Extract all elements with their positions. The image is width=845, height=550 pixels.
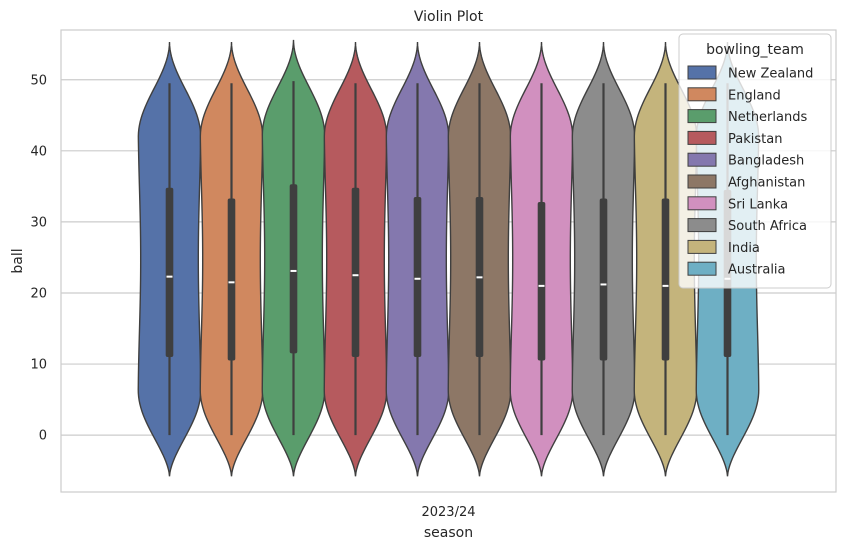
y-tick-label: 50 <box>30 73 47 88</box>
violin-new-zealand <box>137 42 202 477</box>
legend-item-label: Bangladesh <box>728 154 804 169</box>
legend-item-label: Sri Lanka <box>728 197 788 212</box>
legend-item-label: South Africa <box>728 219 807 234</box>
y-tick-label: 30 <box>30 215 47 230</box>
legend-swatch <box>687 174 717 189</box>
violin-iqr-box <box>165 187 174 357</box>
y-axis-ticks: 0 10 20 30 40 50 <box>30 73 47 443</box>
x-axis-ticks: 2023/24 <box>421 505 475 520</box>
x-tick-label: 2023/24 <box>421 505 475 520</box>
legend-swatch <box>687 87 717 102</box>
legend-item-label: Pakistan <box>728 132 782 147</box>
violin-pakistan <box>323 42 388 477</box>
legend-swatch <box>687 65 717 80</box>
violin-iqr-box <box>413 197 422 357</box>
violin-iqr-box <box>661 198 670 361</box>
y-tick-label: 0 <box>39 429 47 444</box>
legend-item-label: Netherlands <box>728 110 807 125</box>
legend-item-label: Afghanistan <box>728 176 805 191</box>
legend-swatch <box>687 130 717 145</box>
legend-swatch <box>687 152 717 167</box>
x-axis-label: season <box>424 525 473 541</box>
violin-iqr-box <box>537 202 546 361</box>
y-tick-label: 40 <box>30 144 47 159</box>
violin-netherlands <box>261 39 326 477</box>
legend-swatch <box>687 218 717 233</box>
legend-title: bowling_team <box>706 42 804 58</box>
violins <box>137 39 760 477</box>
y-tick-label: 10 <box>30 358 47 373</box>
violin-bangladesh <box>385 42 450 477</box>
violin-iqr-box <box>351 187 360 357</box>
violin-iqr-box <box>227 198 236 361</box>
violin-iqr-box <box>599 198 608 361</box>
legend-item-label: New Zealand <box>728 67 813 82</box>
legend-swatch <box>687 239 717 254</box>
violin-iqr-box <box>289 184 298 354</box>
y-tick-label: 20 <box>30 286 47 301</box>
legend: bowling_team New Zealand England Netherland… <box>678 33 832 289</box>
violin-england <box>199 42 264 477</box>
violin-sri-lanka <box>509 42 574 477</box>
plot-frame <box>60 29 837 493</box>
chart-title: Violin Plot <box>414 9 484 25</box>
legend-item-label: Australia <box>728 263 786 278</box>
legend-swatch <box>687 196 717 211</box>
violin-afghanistan <box>447 42 512 477</box>
y-axis-label: ball <box>10 248 26 273</box>
legend-item-label: India <box>728 241 760 256</box>
legend-swatch <box>687 261 717 276</box>
legend-box <box>678 33 832 289</box>
violin-south-africa <box>571 42 636 477</box>
legend-swatch <box>687 109 717 124</box>
legend-item-label: England <box>728 88 781 103</box>
